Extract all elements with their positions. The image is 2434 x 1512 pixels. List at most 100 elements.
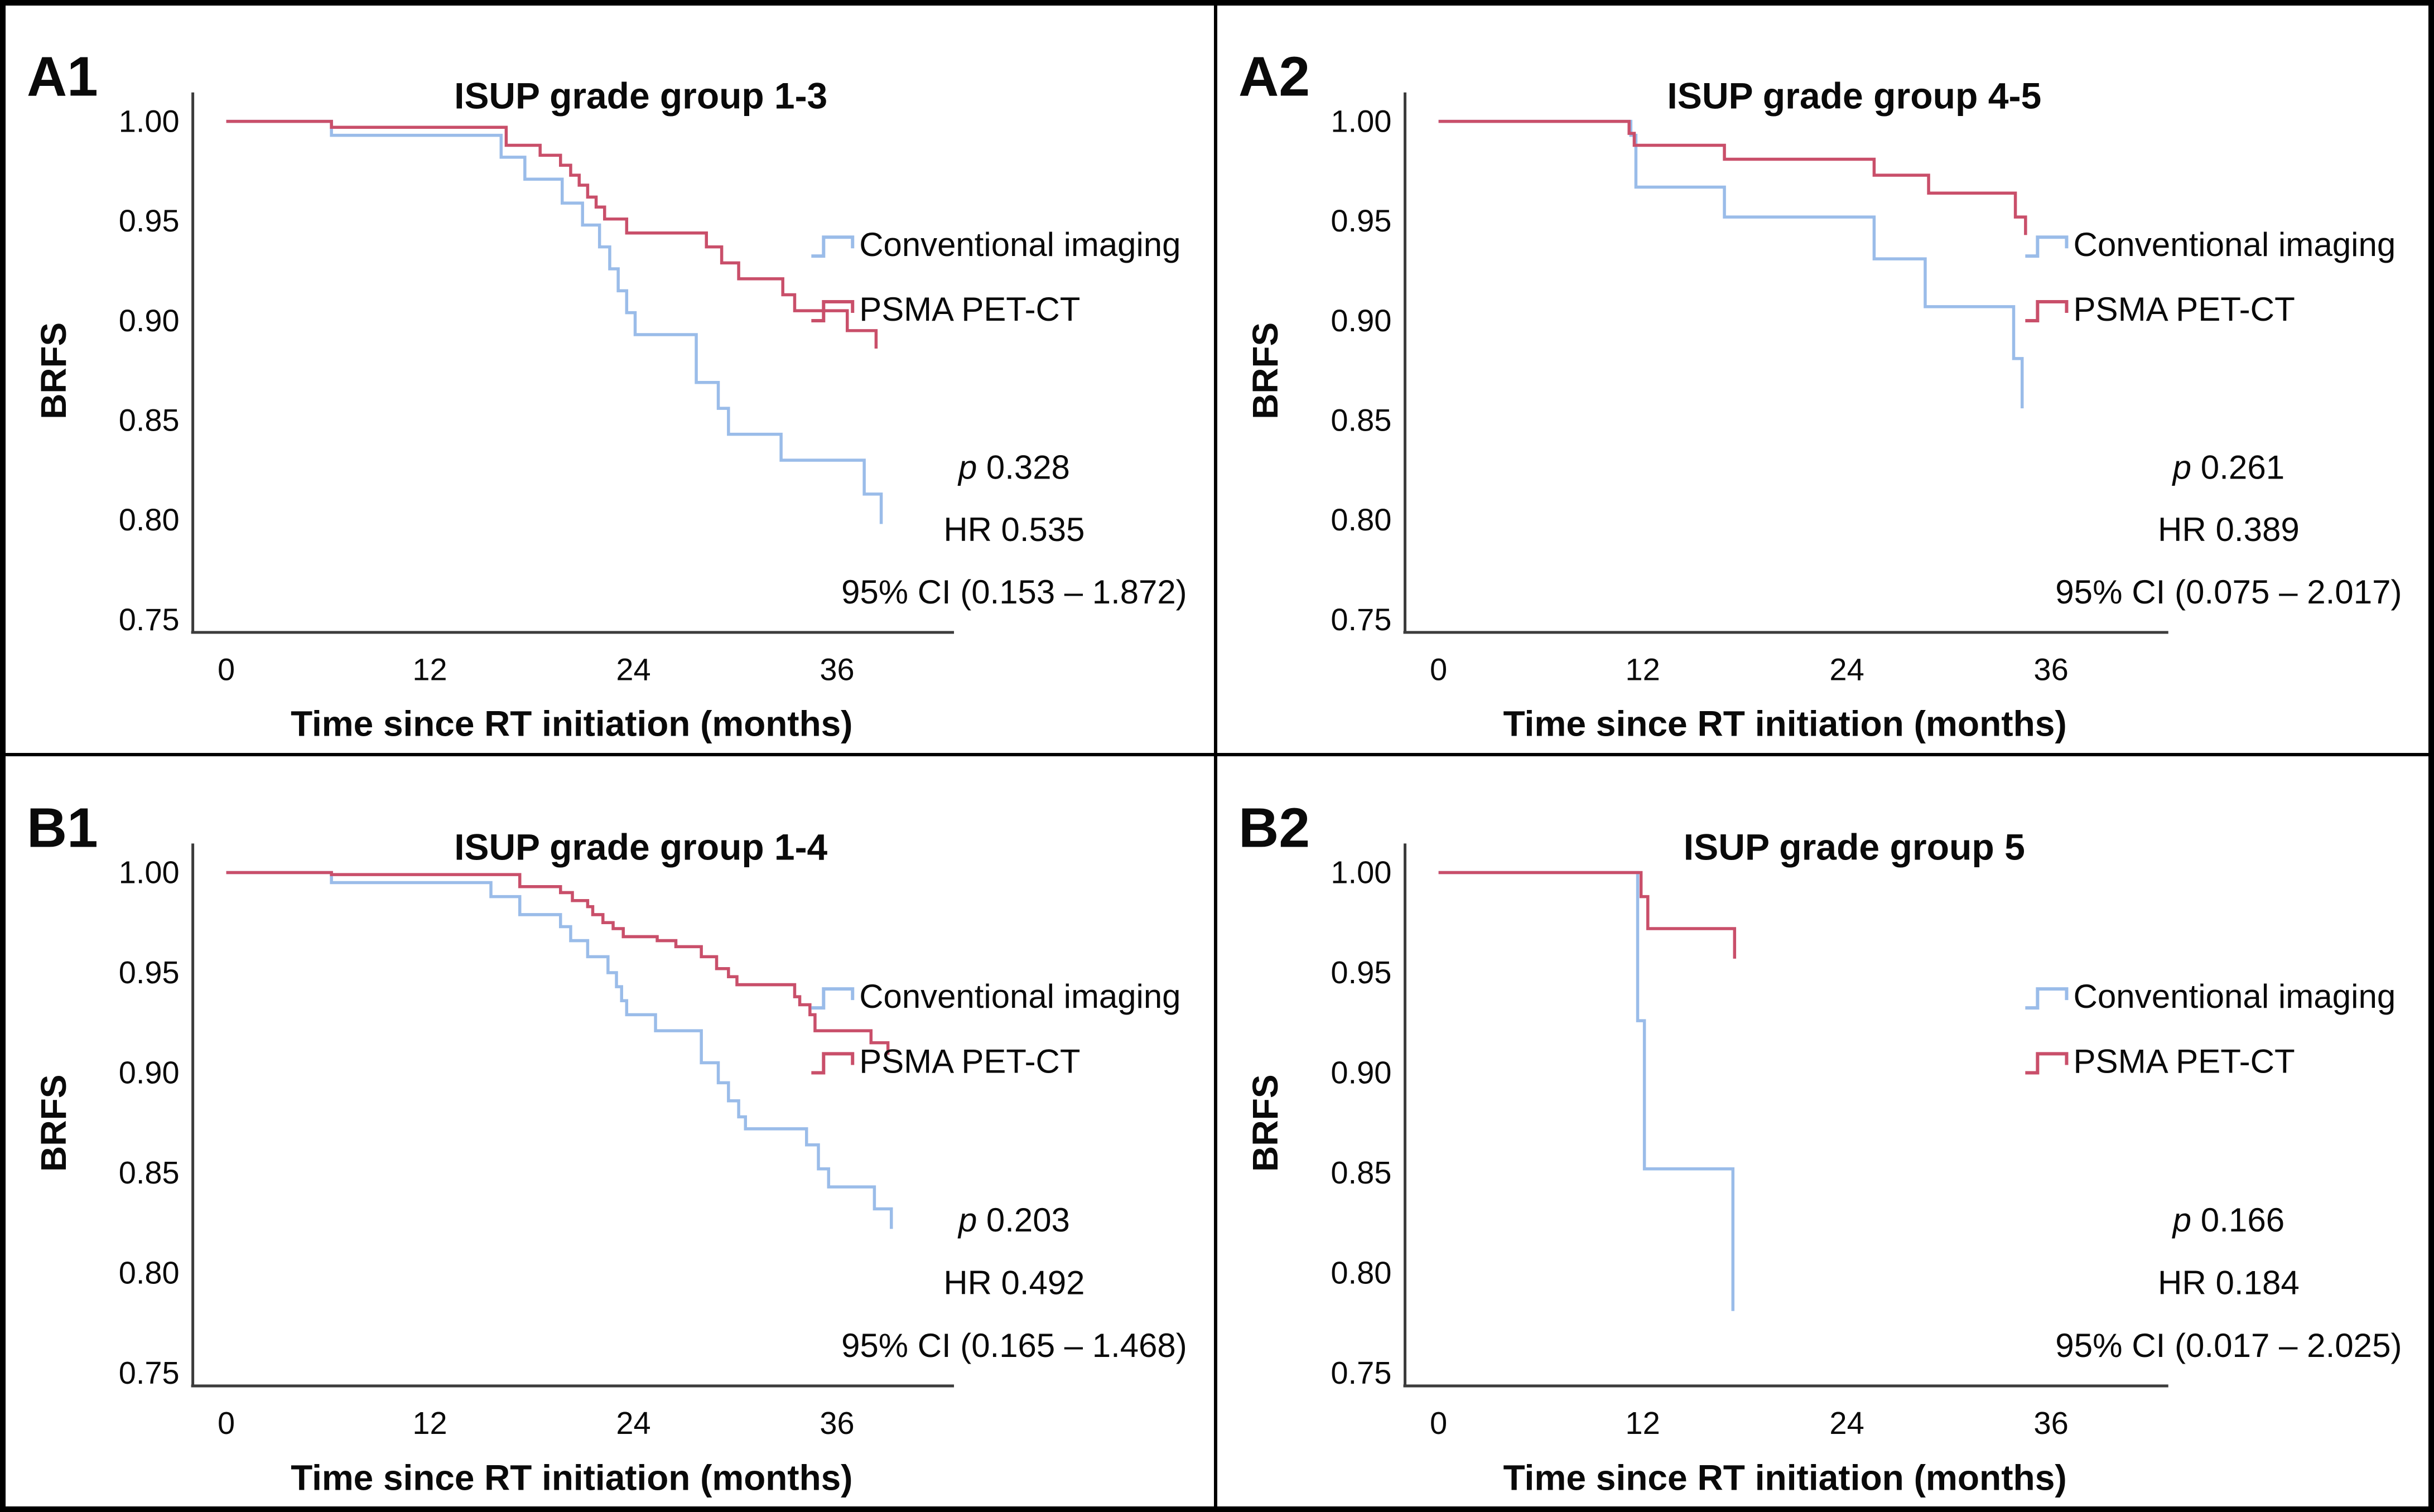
x-tick-label: 24 (616, 652, 650, 687)
km-curve-psma-pet-ct (1438, 871, 1736, 959)
stat-confidence-interval: 95% CI (0.017 – 2.025) (2055, 1326, 2402, 1364)
km-curve-conventional-imaging (226, 871, 893, 1229)
axes-lines (191, 92, 955, 634)
x-tick-label: 36 (820, 652, 854, 687)
legend-label: Conventional imaging (859, 978, 1180, 1015)
y-tick-label: 0.80 (119, 1255, 180, 1290)
stat-confidence-interval: 95% CI (0.075 – 2.017) (2055, 573, 2402, 611)
panel-plot-b1: B1 ISUP grade group 1-4 1.00 0.95 0.90 0.85 0.… (27, 796, 1187, 1497)
stat-p-value: p 0.166 (2171, 1201, 2284, 1239)
x-tick-label: 0 (1430, 1405, 1447, 1441)
y-axis-label: BRFS (1245, 1074, 1285, 1172)
panel-b2: B2 ISUP grade group 5 1.00 0.95 0.90 0.85 0.80… (1217, 756, 2428, 1506)
y-axis-label: BRFS (1245, 322, 1285, 419)
x-tick-label: 24 (616, 1405, 650, 1441)
axes-lines (1403, 843, 2168, 1387)
y-tick-label: 0.90 (119, 1055, 180, 1090)
x-tick-label: 0 (218, 1405, 235, 1441)
panel-label: B2 (1238, 796, 1310, 859)
axes-lines (191, 843, 955, 1387)
panel-label: A1 (27, 46, 98, 108)
y-tick-label: 0.85 (1331, 1154, 1391, 1190)
legend-step-glyph-psma (2025, 300, 2068, 322)
legend-label: PSMA PET-CT (859, 291, 1080, 328)
y-tick-label: 0.85 (1331, 403, 1391, 438)
panel-a2: A2 ISUP grade group 4-5 1.00 0.95 0.90 0.85 0.… (1217, 6, 2428, 756)
panel-label: A2 (1238, 46, 1310, 108)
legend-label: Conventional imaging (2073, 226, 2396, 263)
km-curve-psma-pet-ct (226, 119, 878, 349)
x-tick-label: 0 (218, 652, 235, 687)
legend-step-glyph-psma (2025, 1051, 2068, 1074)
y-tick-label: 1.00 (1331, 854, 1391, 890)
panel-title: ISUP grade group 5 (1683, 827, 2025, 868)
km-curve-conventional-imaging (1438, 871, 1734, 1311)
panel-title: ISUP grade group 4-5 (1667, 75, 2041, 117)
stat-p-value: p 0.203 (957, 1201, 1070, 1239)
stat-hazard-ratio: HR 0.184 (2158, 1264, 2300, 1301)
legend-label: Conventional imaging (2073, 978, 2396, 1015)
panel-plot-a1: A1 ISUP grade group 1-3 1.00 0.95 0.90 0.85 0.… (27, 46, 1187, 744)
x-axis-label: Time since RT initiation (months) (1503, 704, 2066, 744)
x-tick-label: 36 (820, 1405, 854, 1441)
panel-plot-b2: B2 ISUP grade group 5 1.00 0.95 0.90 0.85 0.80… (1238, 796, 2402, 1497)
panel-title: ISUP grade group 1-3 (454, 75, 827, 117)
legend-label: PSMA PET-CT (859, 1042, 1080, 1080)
x-tick-label: 12 (412, 652, 447, 687)
x-tick-label: 12 (1625, 652, 1660, 687)
y-tick-label: 0.85 (119, 1154, 180, 1190)
legend-step-glyph-psma (811, 300, 855, 322)
stat-p-value: p 0.261 (2171, 449, 2284, 486)
x-axis-label: Time since RT initiation (months) (291, 704, 852, 744)
x-tick-label: 36 (2033, 1405, 2068, 1441)
panel-a1: A1 ISUP grade group 1-3 1.00 0.95 0.90 0.85 0.… (6, 6, 1217, 756)
y-tick-label: 0.90 (1331, 1055, 1391, 1090)
km-curve-conventional-imaging (1438, 119, 2023, 409)
x-axis-label: Time since RT initiation (months) (1503, 1457, 2066, 1497)
y-tick-label: 0.95 (119, 203, 180, 238)
y-tick-label: 0.95 (1331, 955, 1391, 990)
y-axis-label: BRFS (33, 322, 74, 419)
x-tick-label: 36 (2033, 652, 2068, 687)
legend-label: PSMA PET-CT (2073, 291, 2295, 328)
y-tick-label: 0.75 (1331, 602, 1391, 637)
km-curve-psma-pet-ct (1438, 119, 2027, 235)
panel-label: B1 (27, 796, 98, 859)
panel-title: ISUP grade group 1-4 (454, 826, 827, 867)
km-curve-psma-pet-ct (226, 871, 890, 1055)
legend-step-glyph-conventional (2025, 987, 2068, 1009)
y-tick-label: 1.00 (119, 104, 180, 139)
x-tick-label: 12 (1625, 1405, 1660, 1441)
y-tick-label: 0.75 (1331, 1355, 1391, 1390)
x-tick-label: 0 (1430, 652, 1447, 687)
y-tick-label: 1.00 (119, 854, 180, 890)
y-tick-label: 0.75 (119, 602, 180, 637)
legend-step-glyph-conventional (811, 235, 855, 258)
x-axis-label: Time since RT initiation (months) (291, 1457, 852, 1497)
legend-label: Conventional imaging (859, 226, 1180, 263)
x-tick-label: 24 (1829, 1405, 1864, 1441)
x-tick-label: 24 (1829, 652, 1864, 687)
legend-step-glyph-psma (811, 1051, 855, 1074)
y-tick-label: 0.85 (119, 403, 180, 438)
stat-confidence-interval: 95% CI (0.153 – 1.872) (841, 573, 1187, 611)
legend-step-glyph-conventional (2025, 235, 2068, 258)
y-tick-label: 0.80 (1331, 1255, 1391, 1290)
y-tick-label: 0.90 (1331, 303, 1391, 338)
panel-b1: B1 ISUP grade group 1-4 1.00 0.95 0.90 0.85 0.… (6, 756, 1217, 1506)
y-tick-label: 0.75 (119, 1355, 180, 1390)
y-axis-label: BRFS (33, 1074, 74, 1172)
x-tick-label: 12 (412, 1405, 447, 1441)
axes-lines (1403, 92, 2168, 634)
km-curve-conventional-imaging (226, 119, 883, 524)
stat-p-value: p 0.328 (957, 448, 1070, 486)
stat-hazard-ratio: HR 0.535 (943, 511, 1085, 548)
y-tick-label: 0.80 (119, 502, 180, 537)
stat-hazard-ratio: HR 0.492 (943, 1264, 1085, 1301)
stat-hazard-ratio: HR 0.389 (2157, 511, 2299, 548)
y-tick-label: 0.80 (1331, 502, 1391, 537)
stat-confidence-interval: 95% CI (0.165 – 1.468) (841, 1326, 1187, 1364)
y-tick-label: 0.95 (1331, 203, 1391, 238)
legend-step-glyph-conventional (811, 987, 855, 1009)
